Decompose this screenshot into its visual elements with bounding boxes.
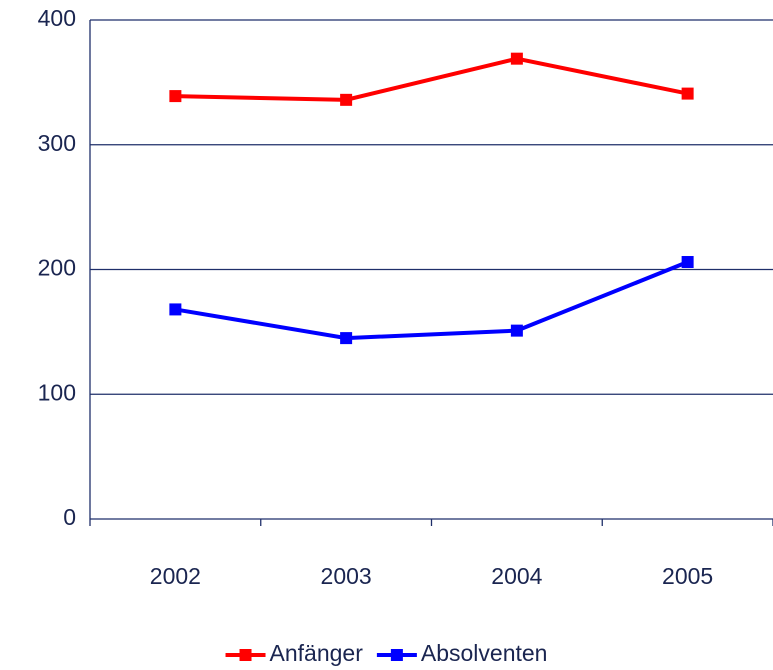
legend-label: Anfänger — [270, 640, 364, 666]
legend-label: Absolventen — [421, 640, 548, 666]
y-tick-label: 300 — [38, 130, 76, 156]
series-line — [175, 260, 689, 341]
marker — [681, 87, 694, 100]
marker — [169, 303, 182, 316]
marker — [169, 90, 182, 103]
marker — [510, 52, 523, 65]
y-tick-label: 400 — [38, 5, 76, 31]
marker — [340, 332, 353, 345]
x-tick-label: 2004 — [491, 563, 542, 589]
marker — [681, 256, 694, 269]
x-tick-label: 2002 — [150, 563, 201, 589]
x-tick-label: 2003 — [321, 563, 372, 589]
y-tick-label: 0 — [63, 504, 76, 530]
y-tick-label: 100 — [38, 379, 76, 405]
marker — [510, 324, 523, 337]
legend-marker — [239, 649, 252, 661]
y-tick-label: 200 — [38, 255, 76, 281]
series-line — [175, 56, 689, 102]
legend-marker — [390, 649, 403, 661]
x-tick-label: 2005 — [662, 563, 713, 589]
marker — [340, 93, 353, 106]
